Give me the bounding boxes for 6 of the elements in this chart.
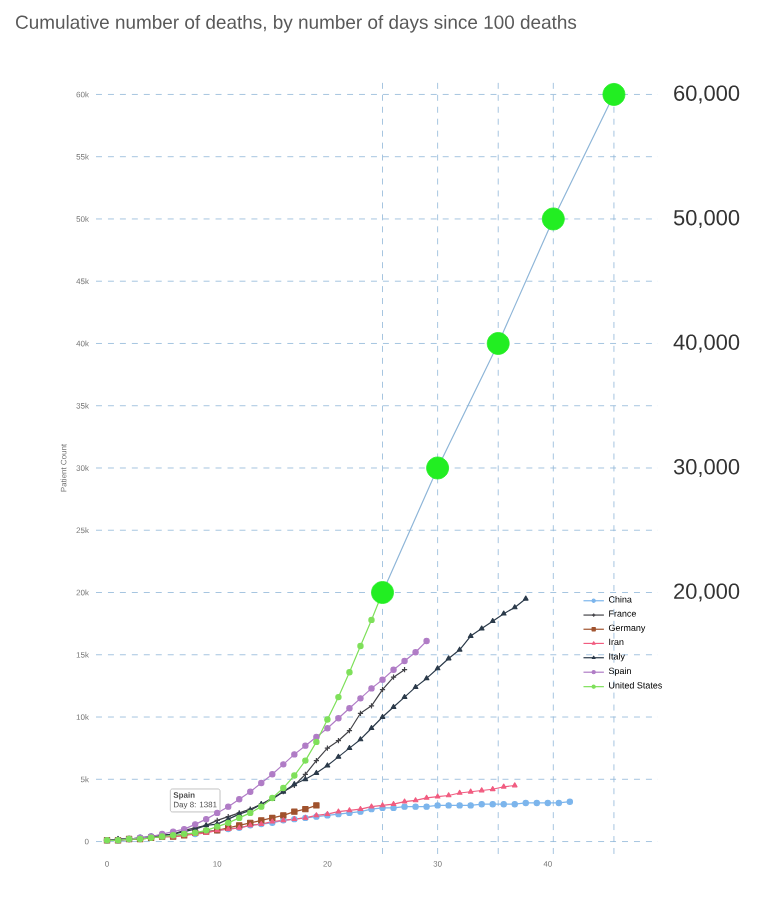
chart-title: Cumulative number of deaths, by number of days since 100 deaths (16, 15, 577, 33)
text: 30,000 (673, 458, 740, 478)
text: 50,000 (673, 209, 740, 229)
text: 20,000 (674, 583, 740, 602)
text: 40,000 (673, 334, 740, 353)
text: 60,000 (674, 85, 740, 104)
